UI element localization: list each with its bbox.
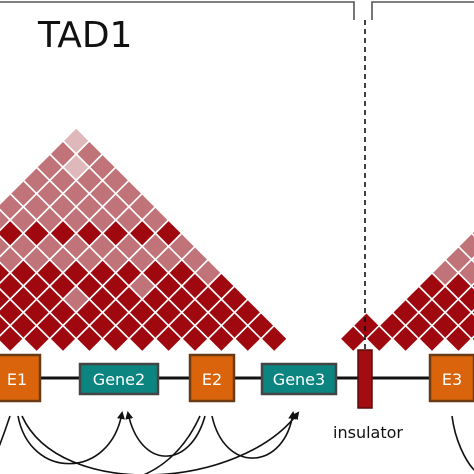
enhancer-e3-box [428,353,474,403]
heatmap-cell-t3-1-7 [470,256,474,264]
gene2: Gene2 [78,362,160,396]
gene2-label: Gene2 [93,370,145,389]
heatmap-cell-t3-4-4 [470,335,474,343]
insulator-box [357,349,373,409]
gene3-label: Gene3 [273,370,325,389]
tad-bracket [0,1,474,20]
enhancer-e1: E1 [0,353,42,403]
contact-heatmap [0,126,474,352]
enhancer-e2: E2 [188,353,236,403]
tad-label: TAD1 [37,15,132,56]
heatmap-cell-t3-0-8 [470,229,474,237]
gene3-box [260,362,338,396]
insulator [357,349,373,409]
arc-e3-left [451,415,474,471]
enhancer-e2-box [188,353,236,403]
arc-left-edge [0,415,11,447]
enhancer-e3: E3 [428,353,474,403]
enhancer-e3-label: E3 [442,370,462,389]
enhancer-e2-label: E2 [202,370,222,389]
heatmap-cell-t3-2-6 [470,282,474,290]
arc-e2-to-gene3 [211,411,297,459]
arc-e1-to-gene3 [21,411,300,474]
heatmap-cell-t1-15-15 [259,324,289,352]
arc-e2-extra [143,415,201,474]
arc-e2-to-gene2 [125,411,206,457]
enhancer-e1-box [0,353,42,403]
interaction-arcs [0,411,474,474]
gene2-box [78,362,160,396]
arc-e1-to-gene2 [17,411,125,465]
insulator-label: insulator [333,423,403,442]
heatmap-cell-t3-3-5 [470,308,474,316]
gene3: Gene3 [260,362,338,396]
enhancer-e1-label: E1 [7,370,27,389]
